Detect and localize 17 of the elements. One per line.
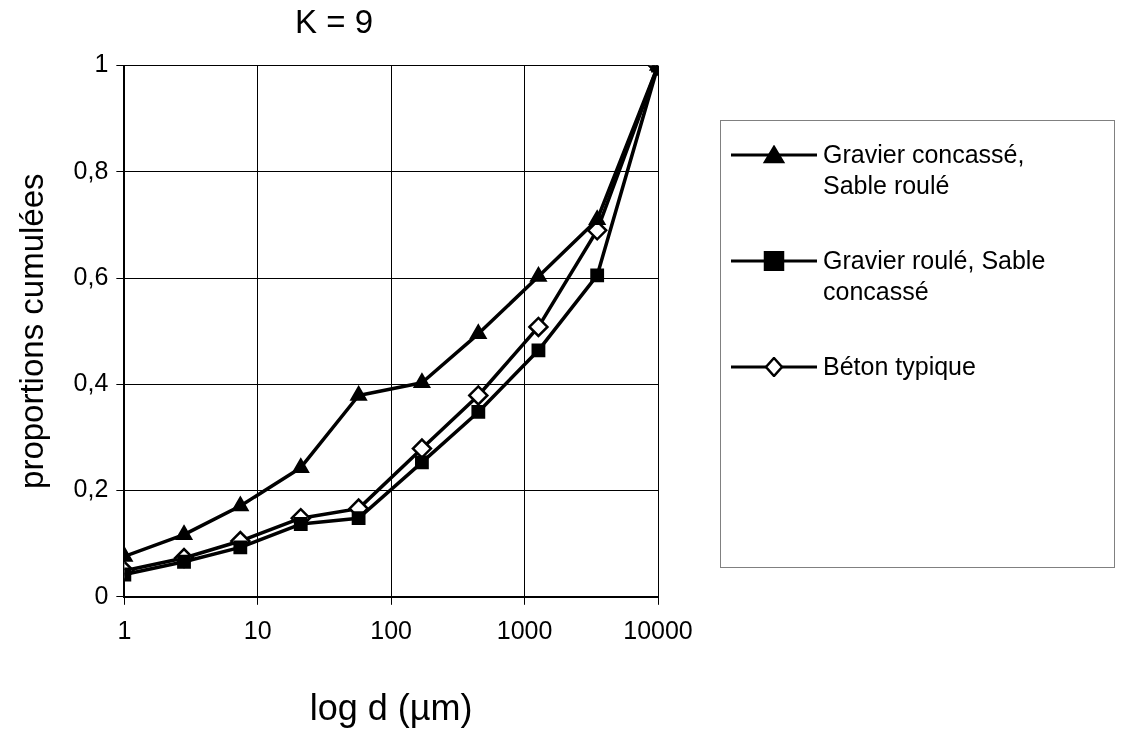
x-tick-label: 1 [117, 615, 132, 644]
x-tick-label: 10000 [623, 615, 693, 644]
y-tick-label: 1 [94, 49, 109, 78]
x-tick-label: 1000 [496, 615, 553, 644]
y-tick-label: 0,8 [73, 155, 109, 184]
x-tick-label: 10 [243, 615, 272, 644]
y-tick-label: 0 [94, 580, 109, 609]
legend-label: Béton typique [823, 351, 977, 382]
y-tick-label: 0,6 [73, 261, 109, 290]
legend-label: Gravier concassé, Sable roulé [823, 139, 1026, 201]
x-axis-title: log d (µm) [309, 687, 473, 729]
legend-label: Gravier roulé, Sable concassé [823, 245, 1047, 307]
x-tick-label: 100 [370, 615, 413, 644]
chart-title: K = 9 [295, 2, 373, 40]
y-axis-title: proportions cumulées [12, 173, 50, 489]
y-tick-label: 0,2 [73, 474, 109, 503]
y-tick-label: 0,4 [73, 368, 109, 397]
